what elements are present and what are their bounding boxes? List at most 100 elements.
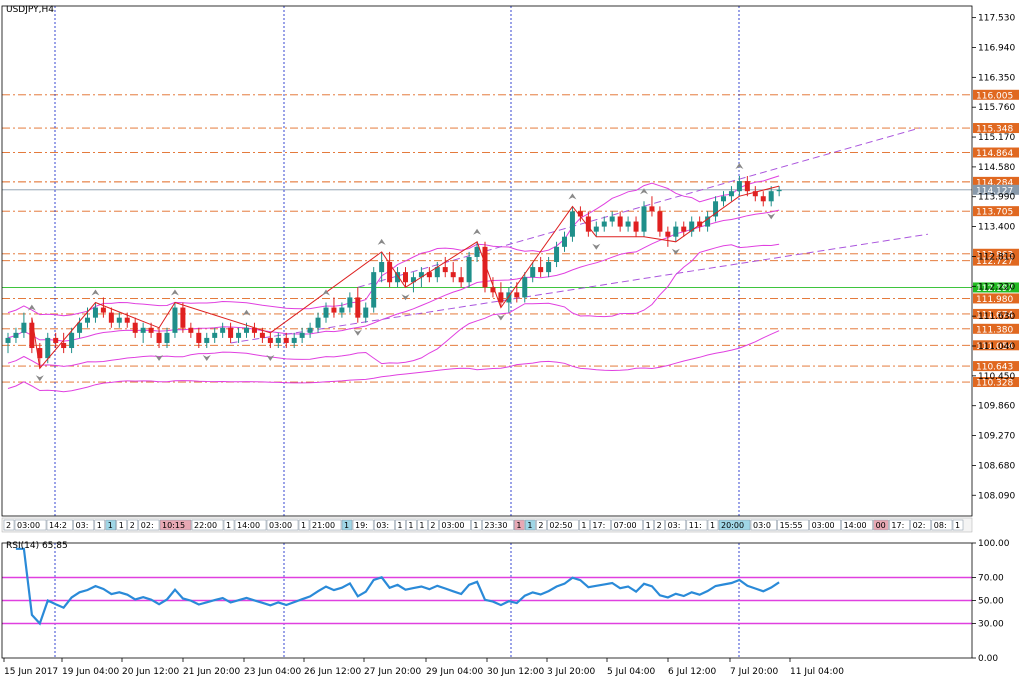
time-label-box bbox=[809, 519, 841, 531]
time-label-box bbox=[3, 519, 15, 531]
time-label-box bbox=[482, 519, 514, 531]
level-tag-label: 114.864 bbox=[976, 149, 1013, 159]
candle-body bbox=[593, 226, 599, 232]
fractal-down bbox=[202, 355, 211, 362]
time-tick-label: 11 Jul 04:00 bbox=[790, 667, 844, 677]
candle-body bbox=[53, 337, 59, 343]
time-label: 2 bbox=[657, 521, 662, 530]
bollinger-bands bbox=[7, 175, 780, 393]
rsi-tick-label: 30.00 bbox=[978, 620, 1004, 630]
time-label-box bbox=[889, 519, 910, 531]
time-label: 1 bbox=[301, 521, 306, 530]
candle-body bbox=[410, 277, 416, 283]
time-label: 1 bbox=[226, 521, 231, 530]
channel-lower bbox=[230, 233, 929, 344]
rsi-tick-label: 100.00 bbox=[978, 539, 1010, 549]
candle-body bbox=[434, 267, 440, 278]
time-label-box bbox=[547, 519, 579, 531]
time-label-box bbox=[686, 519, 708, 531]
candle-body bbox=[577, 211, 583, 217]
time-label-box bbox=[777, 519, 809, 531]
candle-body bbox=[395, 272, 401, 283]
candle-body bbox=[403, 272, 408, 283]
candle-body bbox=[514, 292, 520, 298]
time-label-box bbox=[14, 519, 47, 531]
time-label: 19: bbox=[355, 521, 368, 530]
candle-body bbox=[92, 307, 98, 318]
candle-body bbox=[331, 307, 337, 313]
level-tag-label: 110.643 bbox=[976, 363, 1013, 373]
candle-body bbox=[633, 221, 639, 232]
candle-body bbox=[697, 221, 703, 227]
level-tag-label: 112.863 bbox=[976, 250, 1013, 260]
time-label-box bbox=[138, 519, 160, 531]
time-label: 21:00 bbox=[312, 521, 335, 530]
time-label: 2 bbox=[538, 521, 543, 530]
candle-body bbox=[363, 307, 369, 318]
fractal-up bbox=[473, 228, 482, 235]
candle-body bbox=[251, 327, 257, 333]
time-label-box bbox=[116, 519, 128, 531]
fractal-down bbox=[155, 355, 164, 362]
price-tick-label: 113.400 bbox=[978, 223, 1015, 233]
level-tag bbox=[973, 255, 1019, 266]
level-tag bbox=[973, 147, 1019, 158]
price-tick-label: 111.630 bbox=[978, 312, 1015, 322]
fractal-down bbox=[401, 294, 410, 301]
candle-body bbox=[554, 246, 560, 263]
candle-body bbox=[180, 307, 186, 328]
time-label: 14:2 bbox=[49, 521, 67, 530]
time-label-box bbox=[910, 519, 932, 531]
level-tag-label: 112.727 bbox=[976, 257, 1013, 267]
candle-body bbox=[61, 342, 67, 349]
time-label-bar: 2 03:00 14:2 03: 1 1 1 2 02: 10:15 22:00 1 14:00 03:0… bbox=[1, 517, 973, 533]
candle-body bbox=[562, 236, 567, 247]
candle-body bbox=[291, 337, 297, 343]
time-label-box bbox=[665, 519, 687, 531]
time-tick-label: 5 Jul 04:00 bbox=[607, 667, 656, 677]
price-axis: 117.530 116.940 116.350 115.760 115.170 114.5… bbox=[1, 5, 1015, 659]
price-candles[interactable] bbox=[5, 176, 782, 369]
time-label-box bbox=[707, 519, 719, 531]
level-tag-label: 111.054 bbox=[976, 342, 1013, 352]
time-label-box bbox=[873, 519, 889, 531]
main-plot-frame bbox=[1, 5, 973, 517]
time-tick-label: 3 Jul 20:00 bbox=[547, 667, 596, 677]
time-label: 11: bbox=[689, 521, 702, 530]
time-label-box bbox=[373, 519, 395, 531]
candle-body bbox=[538, 267, 544, 273]
candle-body bbox=[681, 226, 687, 232]
time-label: 1 bbox=[710, 521, 715, 530]
zigzag-line bbox=[31, 185, 780, 370]
fractal-up bbox=[735, 163, 744, 169]
candle-body bbox=[13, 332, 19, 338]
level-tag bbox=[973, 248, 1019, 259]
candle-body bbox=[77, 322, 83, 333]
price-tick-label: 110.450 bbox=[978, 372, 1015, 382]
candle-body bbox=[466, 256, 472, 283]
candle-body bbox=[752, 191, 758, 197]
candle-body bbox=[283, 337, 289, 343]
time-label: 02: bbox=[141, 521, 154, 530]
time-tick-label: 30 Jun 12:00 bbox=[487, 667, 544, 677]
fractal-up bbox=[242, 309, 251, 316]
candle-body bbox=[37, 348, 43, 359]
time-tick-label: 6 Jul 12:00 bbox=[668, 667, 717, 677]
candle-body bbox=[267, 337, 273, 343]
channel-upper bbox=[357, 127, 921, 288]
rsi-tick-label: 50.00 bbox=[978, 597, 1004, 607]
candle-body bbox=[713, 201, 719, 217]
time-label: 1 bbox=[108, 521, 113, 530]
level-tag-label: 111.980 bbox=[976, 295, 1013, 305]
time-label: 1 bbox=[344, 521, 349, 530]
candle-body bbox=[371, 272, 377, 308]
time-label-box bbox=[439, 519, 471, 531]
time-label-box bbox=[105, 519, 117, 531]
candle-body bbox=[498, 292, 504, 303]
time-label: 10:15 bbox=[162, 521, 185, 530]
time-label: 03:00 bbox=[812, 521, 835, 530]
time-label-box bbox=[223, 519, 235, 531]
candle-body bbox=[45, 337, 51, 359]
time-tick-label: 15 Jun 2017 bbox=[4, 667, 58, 677]
